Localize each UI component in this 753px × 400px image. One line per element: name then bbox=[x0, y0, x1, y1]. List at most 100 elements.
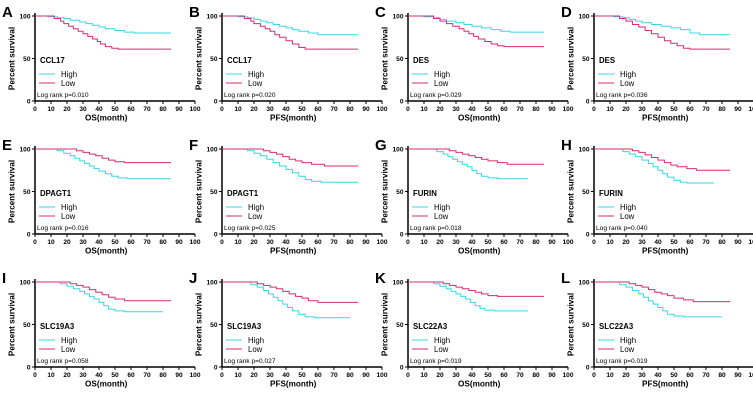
log-rank-pvalue: Log rank p=0.019 bbox=[410, 358, 462, 365]
y-tick-label: 0 bbox=[586, 98, 590, 105]
x-axis-title: OS(month) bbox=[85, 380, 128, 389]
survival-curve-low bbox=[222, 281, 358, 303]
x-tick-label: 30 bbox=[638, 372, 646, 379]
x-tick-label: 40 bbox=[282, 239, 290, 246]
y-tick-label: 100 bbox=[19, 146, 30, 153]
panel-h: H 0 10 20 30 40 50 60 70 80 90 100 0 50 100 PFS(month) P… bbox=[561, 137, 753, 256]
x-tick-label: 0 bbox=[592, 372, 596, 379]
x-tick-label: 0 bbox=[406, 106, 410, 113]
x-tick-label: 60 bbox=[127, 239, 135, 246]
x-tick-label: 50 bbox=[484, 106, 492, 113]
panel-letter: A bbox=[2, 4, 13, 21]
y-tick-label: 0 bbox=[27, 98, 31, 105]
log-rank-pvalue: Log rank p=0.036 bbox=[596, 92, 648, 99]
x-tick-label: 20 bbox=[436, 239, 444, 246]
x-tick-label: 40 bbox=[654, 239, 662, 246]
x-tick-label: 10 bbox=[47, 239, 55, 246]
y-tick-label: 50 bbox=[582, 189, 590, 196]
x-tick-label: 70 bbox=[143, 239, 151, 246]
x-tick-label: 90 bbox=[175, 372, 183, 379]
legend-label-high: High bbox=[434, 336, 450, 345]
gene-label: SLC19A3 bbox=[40, 322, 75, 331]
y-tick-label: 50 bbox=[210, 322, 218, 329]
survival-curve-high bbox=[594, 15, 730, 36]
y-axis-title: Percent survival bbox=[567, 160, 576, 223]
x-tick-label: 60 bbox=[314, 106, 322, 113]
x-tick-label: 70 bbox=[516, 106, 524, 113]
x-tick-label: 100 bbox=[189, 106, 200, 113]
x-tick-label: 80 bbox=[718, 106, 726, 113]
y-tick-label: 50 bbox=[582, 322, 590, 329]
x-tick-label: 50 bbox=[670, 372, 678, 379]
panel-c: C 0 10 20 30 40 50 60 70 80 90 100 0 50 100 OS(month) Pe… bbox=[375, 4, 574, 123]
x-tick-label: 80 bbox=[159, 372, 167, 379]
panel-a: A 0 10 20 30 40 50 60 70 80 90 100 0 50 100 OS(month) Pe… bbox=[2, 4, 201, 123]
x-tick-label: 50 bbox=[670, 106, 678, 113]
x-axis-title: PFS(month) bbox=[270, 247, 317, 256]
log-rank-pvalue: Log rank p=0.025 bbox=[224, 225, 276, 232]
x-tick-label: 10 bbox=[606, 239, 614, 246]
survival-curve-high bbox=[35, 15, 171, 34]
x-tick-label: 60 bbox=[314, 372, 322, 379]
survival-curve-low bbox=[408, 15, 544, 48]
gene-label: DPAGT1 bbox=[40, 189, 72, 198]
gene-label: CCL17 bbox=[40, 56, 65, 65]
x-tick-label: 0 bbox=[220, 372, 224, 379]
x-tick-label: 50 bbox=[298, 372, 306, 379]
survival-curve-low bbox=[408, 148, 544, 165]
panel-d: D 0 10 20 30 40 50 60 70 80 90 100 0 50 100 PFS(month) P… bbox=[561, 4, 753, 123]
x-tick-label: 80 bbox=[159, 106, 167, 113]
x-tick-label: 30 bbox=[638, 239, 646, 246]
panel-letter: L bbox=[561, 270, 570, 287]
legend-label-low: Low bbox=[620, 79, 635, 88]
x-tick-label: 90 bbox=[548, 239, 556, 246]
survival-curve-low bbox=[408, 281, 544, 297]
x-tick-label: 20 bbox=[250, 106, 258, 113]
survival-curve-high bbox=[222, 15, 358, 36]
x-tick-label: 20 bbox=[250, 239, 258, 246]
legend-label-low: Low bbox=[620, 345, 635, 354]
x-tick-label: 0 bbox=[220, 106, 224, 113]
x-tick-label: 90 bbox=[362, 106, 370, 113]
y-axis-title: Percent survival bbox=[195, 293, 204, 356]
y-axis-title: Percent survival bbox=[8, 293, 17, 356]
survival-curve-low bbox=[35, 148, 171, 164]
x-tick-label: 0 bbox=[592, 239, 596, 246]
legend-label-high: High bbox=[61, 70, 77, 79]
x-tick-label: 80 bbox=[159, 239, 167, 246]
x-tick-label: 60 bbox=[127, 106, 135, 113]
x-tick-label: 90 bbox=[734, 239, 742, 246]
x-axis-title: PFS(month) bbox=[642, 247, 689, 256]
survival-curve-high bbox=[408, 281, 528, 312]
x-tick-label: 50 bbox=[484, 372, 492, 379]
x-tick-label: 50 bbox=[298, 239, 306, 246]
x-tick-label: 10 bbox=[234, 106, 242, 113]
legend-label-low: Low bbox=[61, 79, 76, 88]
gene-label: FURIN bbox=[413, 189, 437, 198]
log-rank-pvalue: Log rank p=0.020 bbox=[224, 92, 276, 99]
y-tick-label: 50 bbox=[582, 56, 590, 63]
y-tick-label: 100 bbox=[392, 146, 403, 153]
legend-label-low: Low bbox=[248, 345, 263, 354]
x-tick-label: 0 bbox=[220, 239, 224, 246]
y-axis-title: Percent survival bbox=[8, 160, 17, 223]
x-tick-label: 80 bbox=[346, 372, 354, 379]
y-tick-label: 100 bbox=[19, 279, 30, 286]
survival-curve-high bbox=[35, 148, 171, 180]
x-tick-label: 20 bbox=[63, 106, 71, 113]
x-tick-label: 20 bbox=[436, 372, 444, 379]
legend-label-high: High bbox=[248, 70, 264, 79]
y-axis-title: Percent survival bbox=[381, 293, 390, 356]
x-tick-label: 0 bbox=[33, 106, 37, 113]
legend-label-low: Low bbox=[61, 212, 76, 221]
panel-e: E 0 10 20 30 40 50 60 70 80 90 100 0 50 100 OS(month) Pe… bbox=[2, 137, 201, 256]
x-tick-label: 100 bbox=[376, 239, 387, 246]
x-tick-label: 20 bbox=[436, 106, 444, 113]
y-axis-title: Percent survival bbox=[381, 160, 390, 223]
x-tick-label: 90 bbox=[548, 106, 556, 113]
x-tick-label: 100 bbox=[748, 372, 753, 379]
x-tick-label: 20 bbox=[63, 372, 71, 379]
x-tick-label: 60 bbox=[686, 106, 694, 113]
panel-letter: E bbox=[2, 137, 12, 154]
